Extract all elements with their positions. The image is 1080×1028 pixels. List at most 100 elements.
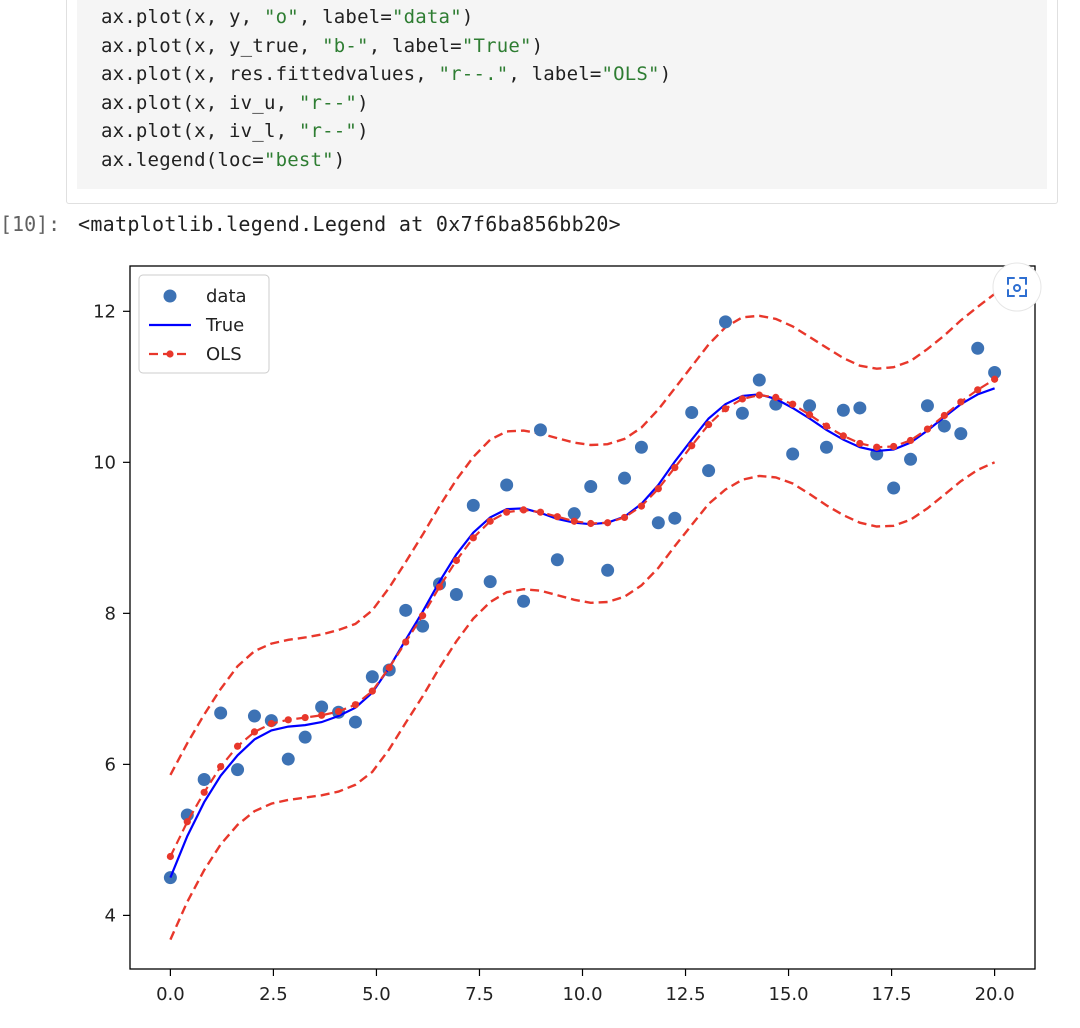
ols-marker: [906, 436, 915, 445]
data-point: [247, 709, 261, 723]
data-point: [786, 447, 800, 461]
matplotlib-chart: 0.0 2.5 5.0 7.5 10.0 12.5 15.0 17.5 20.0 4 6 8 10 12 d…: [60, 244, 1060, 1024]
ols-marker: [419, 612, 427, 620]
code-token: , label=: [298, 6, 392, 28]
code-line: ax.plot(x, y, "o", label="data"): [101, 3, 473, 31]
scan-corner: [1019, 289, 1027, 297]
code-token: ax.plot(x, iv_u,: [101, 91, 299, 114]
ols-marker: [738, 395, 746, 403]
code-line: ax.legend(loc="best"): [101, 146, 345, 174]
data-point: [197, 772, 211, 786]
scan-corner: [1007, 289, 1015, 297]
interval-line: [169, 292, 996, 776]
data-point: [298, 730, 312, 744]
ols-marker: [536, 508, 545, 516]
data-point: [752, 373, 766, 387]
ols-marker: [200, 788, 208, 796]
scan-lens: [1013, 284, 1021, 292]
ols-marker: [435, 583, 444, 591]
data-point: [668, 511, 682, 525]
x-tick-label: 5.0: [362, 984, 391, 1005]
ols-marker: [469, 534, 477, 542]
data-point: [634, 440, 648, 454]
ols-marker: [957, 398, 965, 406]
data-point: [702, 464, 716, 478]
code-line: ax.plot(x, res.fittedvalues, "r--.", lab…: [101, 60, 671, 88]
ols-marker: [233, 742, 242, 750]
data-point: [449, 587, 463, 601]
ols-marker: [789, 400, 797, 408]
data-point: [887, 481, 901, 495]
data-point: [735, 406, 749, 420]
camera-button-background: [992, 262, 1042, 312]
interval-line: [169, 461, 996, 941]
data-point: [819, 440, 833, 454]
ols-marker: [772, 393, 780, 401]
scan-corner: [1019, 277, 1027, 285]
x-tick-label: 7.5: [465, 984, 494, 1005]
code-string-token: "True": [461, 34, 532, 57]
code-string-token: "r--.": [438, 63, 509, 85]
code-token: , label=: [508, 63, 602, 85]
ols-marker: [267, 719, 275, 728]
legend-label: True: [205, 315, 244, 336]
data-point: [567, 507, 581, 521]
code-line: ax.plot(x, iv_u, "r--"): [101, 89, 369, 117]
ols-marker: [923, 425, 932, 433]
code-token: ): [659, 63, 672, 85]
code-editor[interactable]: ax.plot(x, y, "o", label="data") ax.plot(…: [77, 0, 1047, 189]
code-string-token: "data": [392, 6, 462, 28]
x-tick-label: 12.5: [665, 984, 705, 1005]
ols-marker: [570, 517, 578, 525]
ols-marker: [503, 508, 511, 516]
data-point: [500, 478, 514, 492]
ols-marker: [250, 728, 259, 736]
data-point: [399, 603, 413, 617]
data-point: [836, 403, 850, 417]
axes-background: [130, 266, 1035, 969]
data-point: [988, 365, 1002, 379]
ols-marker: [318, 711, 326, 719]
x-tick-label: 17.5: [872, 984, 912, 1005]
legend: data True OLS: [138, 274, 270, 374]
legend-data-marker: [163, 289, 177, 303]
legend-label: OLS: [206, 344, 242, 365]
data-point: [231, 763, 245, 777]
ols-marker: [839, 432, 847, 440]
ols-line: [169, 378, 996, 857]
legend-label: data: [206, 286, 247, 307]
output-prompt: [10]:: [0, 212, 61, 236]
ols-marker: [284, 716, 292, 724]
ols-marker: [805, 411, 814, 419]
code-token: ): [461, 6, 474, 28]
code-string-token: "o": [263, 6, 299, 28]
data-point: [281, 752, 295, 766]
data-point: [365, 670, 379, 684]
data-point: [416, 619, 430, 633]
ols-marker: [654, 485, 662, 493]
data-point: [971, 341, 985, 355]
output-text: <matplotlib.legend.Legend at 0x7f6ba856b…: [78, 212, 622, 236]
x-tick-label: 0.0: [156, 984, 185, 1005]
code-token: ): [357, 120, 369, 142]
camera-scan-button[interactable]: [992, 262, 1042, 312]
legend-ols-marker: [166, 350, 174, 358]
ols-marker: [974, 386, 982, 394]
data-point: [954, 427, 968, 441]
ols-marker: [822, 422, 831, 430]
code-string-token: "r--": [298, 91, 358, 114]
ols-marker: [873, 443, 881, 451]
data-point: [315, 700, 329, 714]
ols-marker: [519, 506, 528, 514]
y-tick-label: 6: [105, 754, 116, 775]
data-point: [803, 399, 817, 413]
data-point: [651, 516, 665, 530]
data-point: [483, 575, 497, 589]
code-cell[interactable]: ax.plot(x, y, "o", label="data") ax.plot(…: [66, 0, 1058, 204]
code-token: ): [357, 91, 369, 114]
y-tick-label: 10: [93, 452, 116, 473]
x-tick-label: 20.0: [975, 984, 1015, 1005]
data-point: [533, 423, 547, 437]
ols-marker: [486, 517, 494, 525]
data-point: [618, 471, 632, 485]
